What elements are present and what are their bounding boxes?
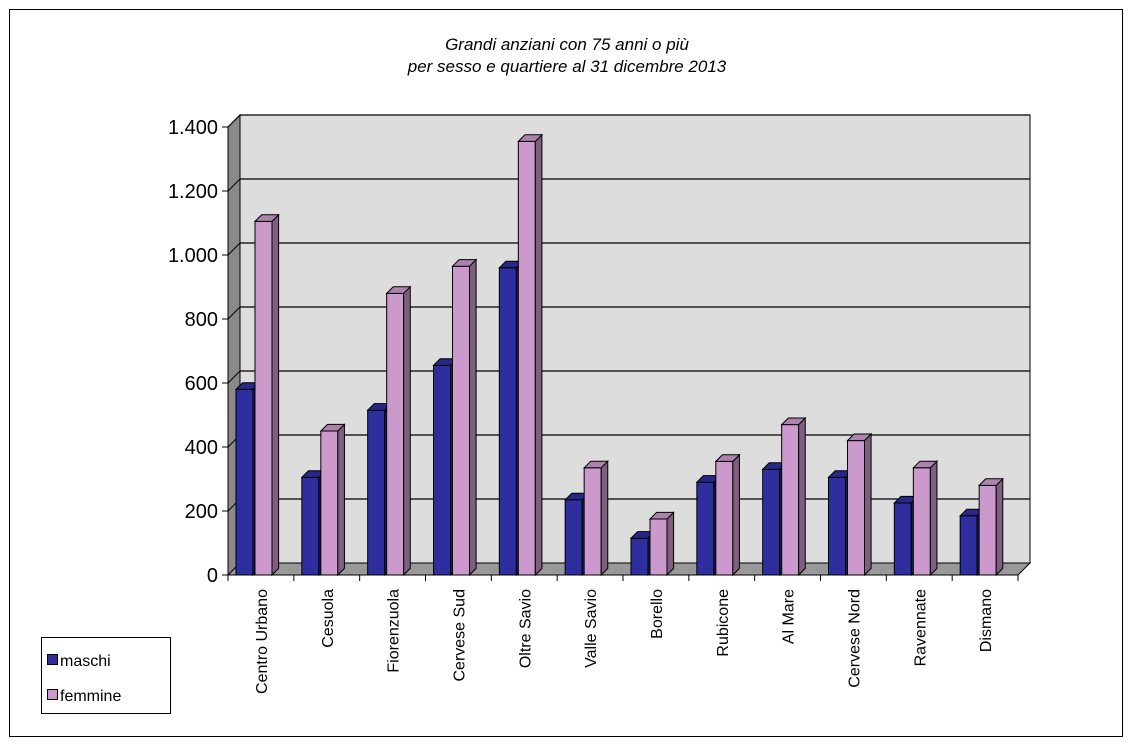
gridline-side [227,242,241,256]
chart-back-wall [239,114,1031,564]
x-tick-label: Valle Savio [583,589,600,668]
bar-top-femmine-2 [385,286,412,294]
bar-maschi-11 [959,515,978,576]
bar-femmine-5 [583,467,602,576]
y-tick-label: 1.000 [168,245,218,267]
bar-top-femmine-9 [846,433,873,442]
bar-femmine-0 [254,220,273,576]
bar-maschi-10 [893,502,912,576]
y-tick-label: 400 [185,437,218,459]
y-tick-label: 1.400 [168,117,218,139]
bar-side-femmine-8 [798,416,806,577]
bar-maschi-3 [433,364,451,576]
bar-top-femmine-7 [714,454,741,462]
x-tick-label: Ravennate [912,589,929,666]
bar-side-femmine-2 [403,285,411,577]
legend-label-maschi: maschi [60,653,111,670]
x-tick-label: Borello [649,589,666,639]
legend-item-maschi: maschi [47,653,111,671]
chart-title-line-1: Grandi anziani con 75 anni o più [445,35,689,54]
x-tick-label: Rubicone [715,589,732,657]
legend: maschi femmine [41,637,171,714]
bar-top-femmine-8 [780,417,807,426]
x-tick-label: Dismano [978,589,995,652]
bar-femmine-6 [649,518,668,576]
bar-top-femmine-3 [451,259,478,267]
chart-title-line-2: per sesso e quartiere al 31 dicembre 201… [407,57,727,76]
bar-maschi-9 [828,476,846,576]
bar-femmine-7 [715,460,734,576]
bar-side-femmine-7 [732,453,740,577]
y-tick-label: 800 [185,309,218,331]
bar-maschi-1 [301,476,320,576]
bar-top-femmine-6 [648,511,675,520]
bar-side-femmine-1 [337,423,345,577]
x-tick-label: Fiorenzuola [386,589,403,673]
x-tick-label: Centro Urbano [254,589,271,694]
x-tick-label: Oltre Savio [517,589,534,668]
bar-top-femmine-11 [977,478,1004,486]
bar-femmine-9 [847,440,865,576]
bar-maschi-6 [630,537,649,576]
y-tick-label: 200 [185,501,218,523]
x-tick-label: Cervese Nord [846,589,863,688]
legend-item-femmine: femmine [47,688,121,706]
y-tick-label: 1.200 [168,181,218,203]
bar-top-femmine-4 [517,134,544,142]
y-tick-label: 600 [185,373,218,395]
bar-maschi-2 [367,409,386,576]
bar-maschi-4 [498,267,517,576]
x-tick-label: Al Mare [781,589,798,644]
gridline-side [227,178,241,192]
bar-side-femmine-0 [271,213,280,577]
y-tick-label: 0 [207,565,218,587]
bar-top-femmine-5 [582,460,609,469]
gridline-side [227,370,241,384]
bar-top-femmine-1 [319,423,346,432]
bar-maschi-5 [564,499,583,576]
bar-side-femmine-3 [469,258,477,577]
gridline-side [227,306,241,320]
bar-femmine-8 [781,424,800,576]
chart-title: Grandi anziani con 75 anni o più per ses… [0,34,1134,78]
x-tick-label: Cesuola [320,589,337,648]
bar-side-femmine-6 [666,511,675,577]
bar-femmine-4 [517,140,536,576]
bar-femmine-11 [978,484,997,576]
bar-maschi-0 [235,388,254,576]
bar-maschi-7 [696,481,715,576]
bar-side-femmine-9 [864,432,872,577]
bar-side-femmine-11 [995,477,1004,577]
legend-swatch-femmine [47,689,58,700]
bar-side-femmine-5 [600,459,609,577]
bar-femmine-1 [320,430,339,576]
bar-maschi-8 [762,468,781,576]
legend-label-femmine: femmine [60,688,122,705]
bar-top-femmine-10 [912,460,939,469]
bar-femmine-2 [386,292,405,576]
bar-top-femmine-0 [253,214,280,222]
gridline-side [227,114,241,128]
bar-side-femmine-4 [534,133,543,577]
bar-femmine-3 [452,265,470,576]
bar-femmine-10 [912,467,931,576]
bar-side-femmine-10 [929,459,938,577]
legend-swatch-maschi [47,654,58,665]
x-tick-label: Cervese Sud [451,589,468,682]
